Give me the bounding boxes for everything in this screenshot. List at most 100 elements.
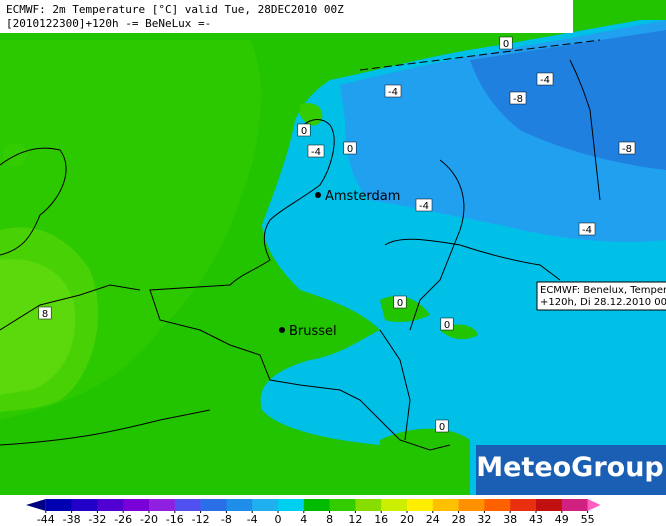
contour-label-box <box>393 295 407 309</box>
coastline-border <box>149 119 451 451</box>
colorbar-tick-label: -8 <box>221 513 232 526</box>
contour-label: -4 <box>582 225 592 236</box>
colorbar-tick-label: 32 <box>477 513 491 526</box>
field-green-patch <box>380 428 470 495</box>
colorbar-segment <box>587 499 601 511</box>
colorbar-tick-label: 38 <box>503 513 517 526</box>
contour-label-box <box>415 198 433 212</box>
colorbar-segment <box>97 499 124 511</box>
islands <box>359 39 601 71</box>
colorbar-tick-label: -26 <box>114 513 132 526</box>
colorbar-tick-label: 49 <box>555 513 569 526</box>
contour-label: 0 <box>347 144 353 155</box>
contour-label: -4 <box>540 75 550 86</box>
border <box>384 238 561 281</box>
tooltip-line: +120h, Di 28.12.2010 00z <box>540 297 666 308</box>
colorbar-tick-label: 24 <box>426 513 440 526</box>
colorbar-tick-label: 16 <box>374 513 388 526</box>
colorbar-tick-label: 4 <box>300 513 307 526</box>
colorbar-tick-label: -32 <box>88 513 106 526</box>
field-dark-blue <box>470 30 666 170</box>
colorbar-tick-label: 8 <box>326 513 333 526</box>
colorbar-segment <box>303 499 330 511</box>
colorbar-tick-label: -20 <box>140 513 158 526</box>
colorbar-tick-label: 28 <box>452 513 466 526</box>
colorbar-segment <box>200 499 227 511</box>
colorbar-segment <box>174 499 201 511</box>
colorbar-segment <box>510 499 537 511</box>
temperature-field <box>0 0 666 495</box>
header-line: [2010122300]+120h -= BeNeLux =- <box>6 17 211 30</box>
contour-label: -4 <box>388 87 398 98</box>
colorbar-tick-label: 43 <box>529 513 543 526</box>
contour-label-box <box>578 222 596 236</box>
contour-label: -8 <box>513 94 523 105</box>
colorbar-segment <box>45 499 72 511</box>
colorbar-tick-label: -44 <box>37 513 55 526</box>
contour-label: -4 <box>311 147 321 158</box>
colorbar-segment <box>355 499 382 511</box>
border <box>0 409 211 446</box>
borders <box>0 39 601 451</box>
coastline <box>0 284 141 331</box>
colorbar-tick-label: -38 <box>63 513 81 526</box>
colorbar-tick-label: -12 <box>192 513 210 526</box>
tooltip-line: ECMWF: Benelux, Temper- <box>540 285 666 296</box>
colorbar-segment <box>381 499 408 511</box>
logo-box <box>476 445 666 495</box>
cities: Amsterdam Brussel <box>279 189 400 339</box>
colorbar-segment <box>71 499 98 511</box>
contour-labels: 0 -4 -4 -8 0 -4 0 -8 -4 -4 8 0 0 0 <box>38 36 636 433</box>
city-dot <box>315 192 321 198</box>
tooltip <box>536 281 666 311</box>
colorbar-segment <box>536 499 563 511</box>
colorbar-segment <box>149 499 176 511</box>
contour-label-box <box>343 141 357 155</box>
contour-label: 8 <box>42 309 48 320</box>
contour-label: 0 <box>301 126 307 137</box>
field-green-patch <box>3 143 27 167</box>
header-box <box>0 0 573 33</box>
border <box>409 159 465 331</box>
contour-label-box <box>297 123 311 137</box>
border <box>379 329 411 441</box>
colorbar-segment <box>226 499 253 511</box>
colorbar-tick-label: 12 <box>348 513 362 526</box>
border <box>569 59 601 201</box>
contour-label-box <box>499 36 513 50</box>
colorbar-segment <box>432 499 459 511</box>
colorbar-tick-label: -16 <box>166 513 184 526</box>
colorbar-tick-label: 0 <box>275 513 282 526</box>
contour-label: -4 <box>419 201 429 212</box>
colorbar-segment <box>329 499 356 511</box>
colorbar-segment <box>407 499 434 511</box>
contour-label-box <box>435 419 449 433</box>
city-dot <box>279 327 285 333</box>
contour-label-box <box>38 306 52 320</box>
field-green-patch <box>380 295 430 323</box>
city-name: Brussel <box>289 324 337 339</box>
contour-label-box <box>618 141 636 155</box>
contour-label-box <box>307 144 325 158</box>
contour-label-box <box>536 72 554 86</box>
contour-label: 0 <box>444 320 450 331</box>
colorbar-segment <box>561 499 588 511</box>
colorbar-segment <box>458 499 485 511</box>
colorbar-tick-label: 20 <box>400 513 414 526</box>
contour-label-box <box>509 91 527 105</box>
coastline <box>0 147 67 256</box>
colorbar-segment <box>252 499 279 511</box>
colorbar: -44 -38 -32 -26 -20 -16 -12 -8 -4 0 4 8 12 16 20 24 28 32… <box>26 499 601 526</box>
colorbar-segment <box>278 499 305 511</box>
field-mid-green <box>0 40 261 420</box>
contour-label: -8 <box>622 144 632 155</box>
colorbar-segment <box>484 499 511 511</box>
contour-label: 0 <box>397 298 403 309</box>
contour-label-box <box>440 317 454 331</box>
logo: MeteoGroup <box>476 452 664 483</box>
header-line: ECMWF: 2m Temperature [°C] valid Tue, 28… <box>6 3 344 16</box>
contour-label: 0 <box>503 39 509 50</box>
city-name: Amsterdam <box>325 189 400 204</box>
